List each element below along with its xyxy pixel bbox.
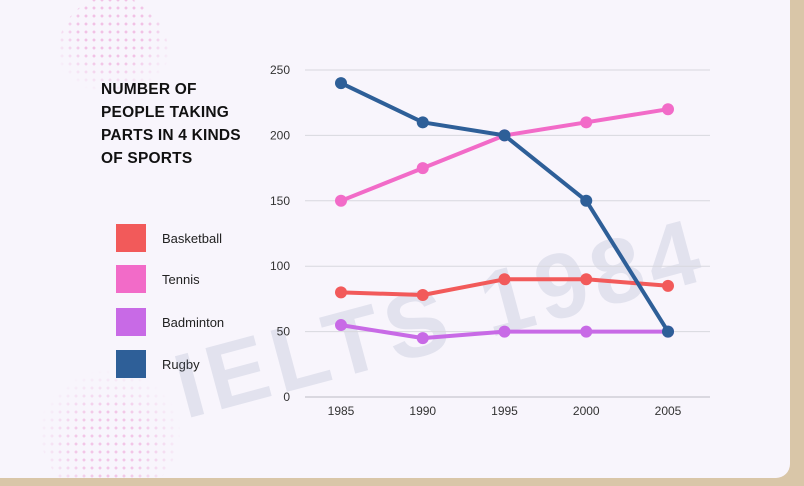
x-tick-label: 1990 xyxy=(409,404,436,418)
data-point-rugby xyxy=(580,194,593,207)
legend-item-tennis: Tennis xyxy=(116,265,276,293)
data-point-badminton xyxy=(580,325,593,338)
y-tick-label: 200 xyxy=(270,128,290,142)
data-point-basketball xyxy=(662,279,674,292)
data-point-rugby xyxy=(416,116,429,129)
x-tick-label: 2000 xyxy=(573,404,600,418)
x-tick-label: 2005 xyxy=(655,404,682,418)
legend-label-tennis: Tennis xyxy=(162,272,200,287)
y-tick-label: 150 xyxy=(270,194,290,208)
watermark-text: IELTS 1984 xyxy=(164,199,716,438)
legend-label-badminton: Badminton xyxy=(162,315,225,330)
legend-swatch-badminton xyxy=(116,308,146,336)
y-tick-label: 50 xyxy=(277,325,291,339)
x-tick-label: 1995 xyxy=(491,404,518,418)
data-point-tennis xyxy=(662,103,674,116)
data-point-tennis xyxy=(335,194,347,207)
series-lines xyxy=(335,77,674,345)
data-point-badminton xyxy=(335,319,347,332)
legend-swatch-basketball xyxy=(116,224,146,252)
data-point-badminton xyxy=(416,332,429,345)
data-point-basketball xyxy=(498,273,511,286)
legend-item-badminton: Badminton xyxy=(116,308,276,336)
data-point-rugby xyxy=(662,325,674,338)
legend-label-rugby: Rugby xyxy=(162,357,200,372)
legend-item-basketball: Basketball xyxy=(116,224,276,252)
y-tick-label: 100 xyxy=(270,259,290,273)
y-tick-label: 250 xyxy=(270,63,290,77)
chart-card: NUMBER OF PEOPLE TAKING PARTS IN 4 KINDS… xyxy=(0,0,790,478)
data-point-rugby xyxy=(335,77,347,90)
legend-label-basketball: Basketball xyxy=(162,231,222,246)
legend-swatch-rugby xyxy=(116,350,146,378)
legend-item-rugby: Rugby xyxy=(116,350,276,378)
x-tick-label: 1985 xyxy=(328,404,355,418)
data-point-rugby xyxy=(498,129,511,142)
data-point-tennis xyxy=(580,116,593,129)
y-tick-label: 0 xyxy=(283,390,290,404)
y-axis-ticks: 0 50 100 150 200 250 xyxy=(270,63,290,404)
data-point-basketball xyxy=(580,273,593,286)
data-point-tennis xyxy=(416,162,429,175)
x-axis-ticks: 1985 1990 1995 2000 2005 xyxy=(328,404,682,418)
legend-swatch-tennis xyxy=(116,265,146,293)
chart-title: NUMBER OF PEOPLE TAKING PARTS IN 4 KINDS… xyxy=(101,81,241,167)
series-line-tennis xyxy=(339,107,670,203)
decorative-dots-top xyxy=(58,0,168,106)
data-point-basketball xyxy=(416,288,429,301)
data-point-badminton xyxy=(498,325,511,338)
data-point-basketball xyxy=(335,286,347,299)
decorative-dots-bottom xyxy=(40,360,180,478)
